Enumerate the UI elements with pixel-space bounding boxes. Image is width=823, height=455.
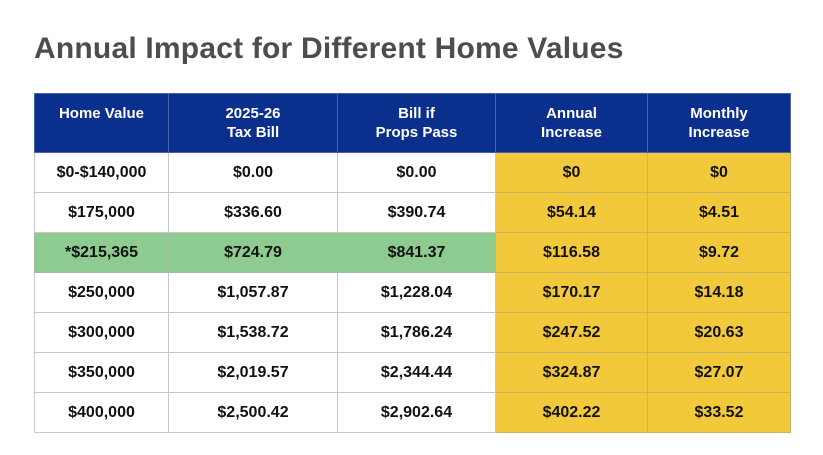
cell-tax-bill: $1,057.87 <box>168 272 338 313</box>
cell-annual-increase: $402.22 <box>495 392 648 433</box>
cell-bill-if-props-pass: $1,786.24 <box>337 312 496 353</box>
cell-bill-if-props-pass: $841.37 <box>337 232 496 273</box>
cell-monthly-increase: $33.52 <box>647 392 791 433</box>
cell-bill-if-props-pass: $2,902.64 <box>337 392 496 433</box>
cell-tax-bill: $2,019.57 <box>168 352 338 393</box>
cell-annual-increase: $54.14 <box>495 192 648 233</box>
cell-monthly-increase: $14.18 <box>647 272 791 313</box>
header-tax-bill-line-2: Tax Bill <box>226 124 280 141</box>
cell-bill-if-props-pass: $1,228.04 <box>337 272 496 313</box>
header-bill-if-props-pass-line-2: Props Pass <box>375 124 458 141</box>
table-row-highlighted: *$215,365 $724.79 $841.37 $116.58 $9.72 <box>34 232 791 273</box>
cell-home-value: *$215,365 <box>34 232 169 273</box>
cell-tax-bill: $0.00 <box>168 152 338 193</box>
header-bill-if-props-pass-line-1: Bill if <box>398 105 435 122</box>
cell-monthly-increase: $0 <box>647 152 791 193</box>
cell-tax-bill: $336.60 <box>168 192 338 233</box>
cell-bill-if-props-pass: $0.00 <box>337 152 496 193</box>
header-bill-if-props-pass: Bill if Props Pass <box>337 93 496 153</box>
cell-home-value: $300,000 <box>34 312 169 353</box>
cell-annual-increase: $116.58 <box>495 232 648 273</box>
cell-home-value: $175,000 <box>34 192 169 233</box>
cell-annual-increase: $170.17 <box>495 272 648 313</box>
header-annual-increase-line-2: Increase <box>541 124 602 141</box>
table-row: $250,000 $1,057.87 $1,228.04 $170.17 $14… <box>34 272 791 313</box>
cell-monthly-increase: $9.72 <box>647 232 791 273</box>
header-annual-increase-line-1: Annual <box>546 105 597 122</box>
table-row: $175,000 $336.60 $390.74 $54.14 $4.51 <box>34 192 791 233</box>
table-row: $400,000 $2,500.42 $2,902.64 $402.22 $33… <box>34 392 791 433</box>
cell-home-value: $0-$140,000 <box>34 152 169 193</box>
cell-monthly-increase: $4.51 <box>647 192 791 233</box>
home-value-impact-table: Home Value 2025-26 Tax Bill Bill if Prop… <box>34 93 791 433</box>
cell-tax-bill: $724.79 <box>168 232 338 273</box>
header-monthly-increase: Monthly Increase <box>647 93 791 153</box>
cell-tax-bill: $1,538.72 <box>168 312 338 353</box>
table-row: $350,000 $2,019.57 $2,344.44 $324.87 $27… <box>34 352 791 393</box>
cell-home-value: $400,000 <box>34 392 169 433</box>
cell-monthly-increase: $27.07 <box>647 352 791 393</box>
cell-bill-if-props-pass: $390.74 <box>337 192 496 233</box>
table-row: $0-$140,000 $0.00 $0.00 $0 $0 <box>34 152 791 193</box>
cell-monthly-increase: $20.63 <box>647 312 791 353</box>
header-annual-increase: Annual Increase <box>495 93 648 153</box>
cell-tax-bill: $2,500.42 <box>168 392 338 433</box>
header-monthly-increase-line-2: Increase <box>688 124 750 141</box>
header-tax-bill: 2025-26 Tax Bill <box>168 93 338 153</box>
header-home-value-line-1: Home Value <box>58 105 145 122</box>
cell-annual-increase: $0 <box>495 152 648 193</box>
header-tax-bill-line-1: 2025-26 <box>225 105 281 122</box>
cell-annual-increase: $324.87 <box>495 352 648 393</box>
cell-bill-if-props-pass: $2,344.44 <box>337 352 496 393</box>
page-title: Annual Impact for Different Home Values <box>34 32 624 65</box>
table-header-row: Home Value 2025-26 Tax Bill Bill if Prop… <box>34 93 791 153</box>
cell-home-value: $350,000 <box>34 352 169 393</box>
header-home-value: Home Value <box>34 93 169 153</box>
table-row: $300,000 $1,538.72 $1,786.24 $247.52 $20… <box>34 312 791 353</box>
cell-home-value: $250,000 <box>34 272 169 313</box>
header-monthly-increase-line-1: Monthly <box>690 105 748 122</box>
cell-annual-increase: $247.52 <box>495 312 648 353</box>
